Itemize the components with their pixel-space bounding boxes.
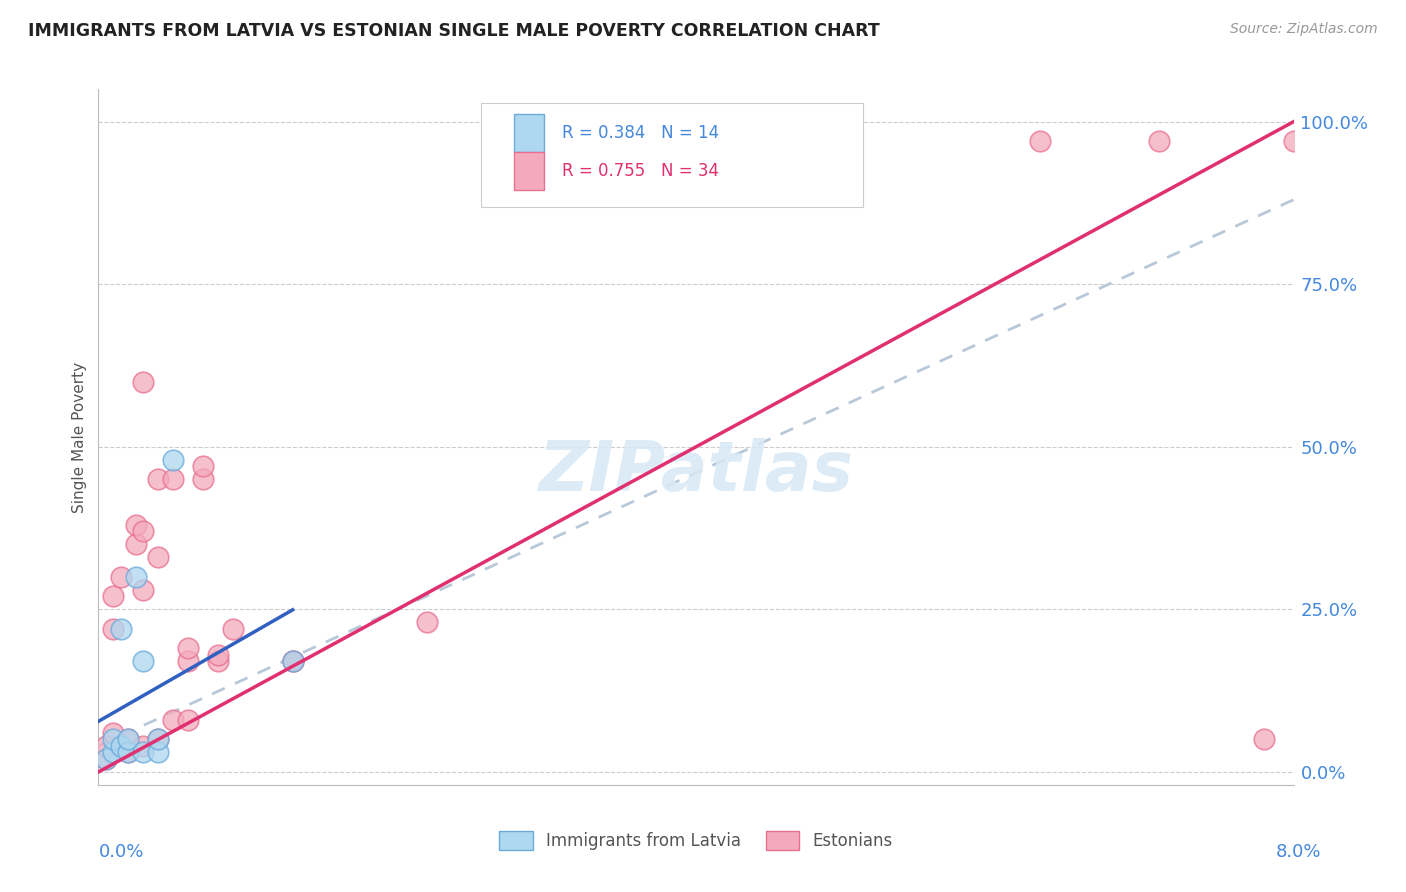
Bar (515, 113, 544, 152)
Point (94, 739, 117, 753)
Point (1028, 134, 1050, 148)
Point (1253, 732, 1275, 747)
Point (177, 654, 200, 668)
Text: Source: ZipAtlas.com: Source: ZipAtlas.com (1230, 22, 1378, 37)
Point (103, 732, 125, 747)
Point (132, 746, 155, 760)
Point (110, 739, 132, 753)
Point (132, 524, 155, 539)
Point (281, 654, 304, 668)
Point (94, 752, 117, 766)
Text: IMMIGRANTS FROM LATVIA VS ESTONIAN SINGLE MALE POVERTY CORRELATION CHART: IMMIGRANTS FROM LATVIA VS ESTONIAN SINGL… (28, 22, 880, 40)
Point (132, 739, 155, 753)
Point (132, 654, 155, 668)
FancyBboxPatch shape (481, 103, 863, 208)
Point (1147, 134, 1170, 148)
Point (117, 746, 139, 760)
Point (281, 654, 304, 668)
Point (125, 517, 148, 532)
Point (110, 570, 132, 584)
Point (1282, 134, 1305, 148)
Point (148, 550, 170, 565)
Point (94, 752, 117, 766)
Point (103, 590, 125, 604)
Y-axis label: Single Male Poverty: Single Male Poverty (72, 361, 87, 513)
Point (148, 732, 170, 747)
Point (148, 472, 170, 486)
Point (117, 732, 139, 747)
Point (110, 622, 132, 636)
Point (162, 453, 184, 467)
Point (207, 648, 229, 662)
Point (103, 622, 125, 636)
Point (117, 732, 139, 747)
Text: ZIPatlas: ZIPatlas (538, 438, 853, 506)
Point (125, 537, 148, 551)
Point (103, 726, 125, 740)
Text: R = 0.755   N = 34: R = 0.755 N = 34 (562, 162, 718, 180)
Point (222, 622, 245, 636)
Point (177, 641, 200, 656)
Point (191, 472, 214, 486)
Bar (515, 152, 544, 190)
Point (132, 582, 155, 597)
Point (132, 375, 155, 389)
Point (148, 732, 170, 747)
Point (162, 472, 184, 486)
Point (191, 459, 214, 474)
Point (103, 746, 125, 760)
Text: 0.0%: 0.0% (98, 843, 143, 861)
Point (281, 654, 304, 668)
Text: 8.0%: 8.0% (1277, 843, 1322, 861)
Point (117, 746, 139, 760)
Point (125, 570, 148, 584)
Text: R = 0.384   N = 14: R = 0.384 N = 14 (562, 124, 720, 142)
Point (162, 713, 184, 727)
Point (177, 713, 200, 727)
Legend: Immigrants from Latvia, Estonians: Immigrants from Latvia, Estonians (492, 824, 900, 856)
Point (416, 615, 439, 630)
Point (148, 746, 170, 760)
Point (207, 654, 229, 668)
